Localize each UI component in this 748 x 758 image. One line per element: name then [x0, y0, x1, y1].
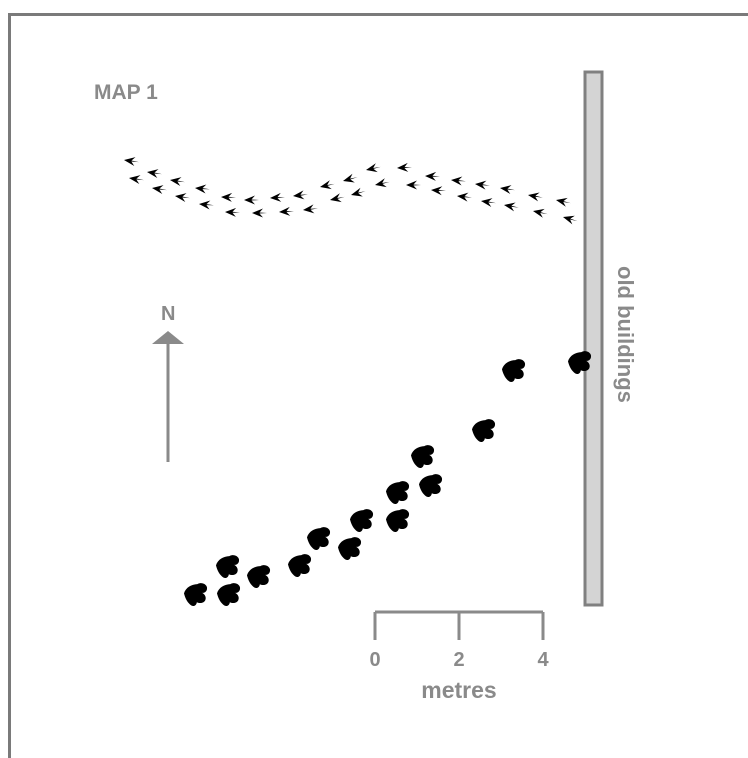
bird-footprint-icon — [269, 192, 286, 203]
bird-footprint-icon — [146, 167, 163, 179]
scale-bar — [373, 610, 545, 640]
bird-footprint-icon — [424, 171, 441, 182]
scale-tick-0: 0 — [369, 649, 380, 671]
map-title: MAP 1 — [94, 81, 158, 104]
bird-footprint-icon — [128, 173, 145, 185]
bird-footprint-icon — [396, 162, 413, 173]
dinosaur-footprint-icon — [470, 416, 496, 444]
bird-footprint-icon — [474, 179, 491, 191]
dinosaur-footprint-icon — [214, 552, 240, 580]
dinosaur-footprint-icon — [500, 356, 526, 384]
scale-tick-4: 4 — [537, 649, 549, 671]
small-trackway — [123, 155, 579, 226]
bird-footprint-icon — [555, 195, 572, 208]
north-arrow-icon — [152, 331, 184, 462]
bird-footprint-icon — [169, 175, 186, 187]
bird-footprint-icon — [302, 203, 319, 215]
map-frame — [8, 13, 748, 758]
bird-footprint-icon — [365, 162, 382, 175]
dinosaur-footprint-icon — [336, 534, 362, 562]
bird-footprint-icon — [374, 177, 391, 190]
bird-footprint-icon — [329, 192, 346, 205]
dinosaur-footprint-icon — [417, 471, 443, 499]
bird-footprint-icon — [480, 196, 497, 208]
dinosaur-footprint-icon — [286, 551, 312, 579]
bird-footprint-icon — [561, 212, 579, 226]
bird-footprint-icon — [174, 191, 191, 203]
dinosaur-footprint-icon — [409, 442, 435, 470]
scale-tick-2: 2 — [453, 649, 464, 671]
bird-footprint-icon — [151, 183, 168, 195]
bird-footprint-icon — [278, 206, 295, 217]
bird-footprint-icon — [220, 192, 237, 203]
wall-label: old buildings — [613, 266, 638, 403]
north-label: N — [161, 303, 175, 325]
scale-unit-label: metres — [421, 677, 496, 703]
bird-footprint-icon — [456, 191, 473, 203]
bird-footprint-icon — [450, 175, 467, 186]
bird-footprint-icon — [292, 189, 309, 201]
bird-footprint-icon — [503, 200, 520, 213]
dinosaur-footprint-icon — [384, 506, 410, 534]
dinosaur-footprint-icon — [215, 580, 241, 608]
bird-footprint-icon — [349, 186, 367, 200]
bird-footprint-icon — [252, 208, 267, 218]
bird-footprint-icon — [532, 206, 549, 219]
bird-footprint-icon — [499, 183, 516, 195]
bird-footprint-icon — [341, 172, 359, 186]
dinosaur-footprint-icon — [245, 562, 271, 590]
dinosaur-footprint-icon — [384, 478, 410, 506]
bird-footprint-icon — [194, 183, 211, 194]
bird-footprint-icon — [198, 199, 215, 210]
bird-footprint-icon — [123, 155, 140, 167]
large-trackway — [182, 348, 592, 608]
bird-footprint-icon — [430, 185, 447, 196]
bird-footprint-icon — [319, 179, 336, 192]
dinosaur-footprint-icon — [182, 580, 208, 608]
old-buildings-wall — [583, 70, 604, 607]
bird-footprint-icon — [527, 190, 544, 203]
bird-footprint-icon — [244, 195, 259, 205]
dinosaur-footprint-icon — [348, 506, 374, 534]
bird-footprint-icon — [406, 180, 421, 190]
bird-footprint-icon — [224, 207, 241, 218]
dinosaur-footprint-icon — [305, 524, 331, 552]
